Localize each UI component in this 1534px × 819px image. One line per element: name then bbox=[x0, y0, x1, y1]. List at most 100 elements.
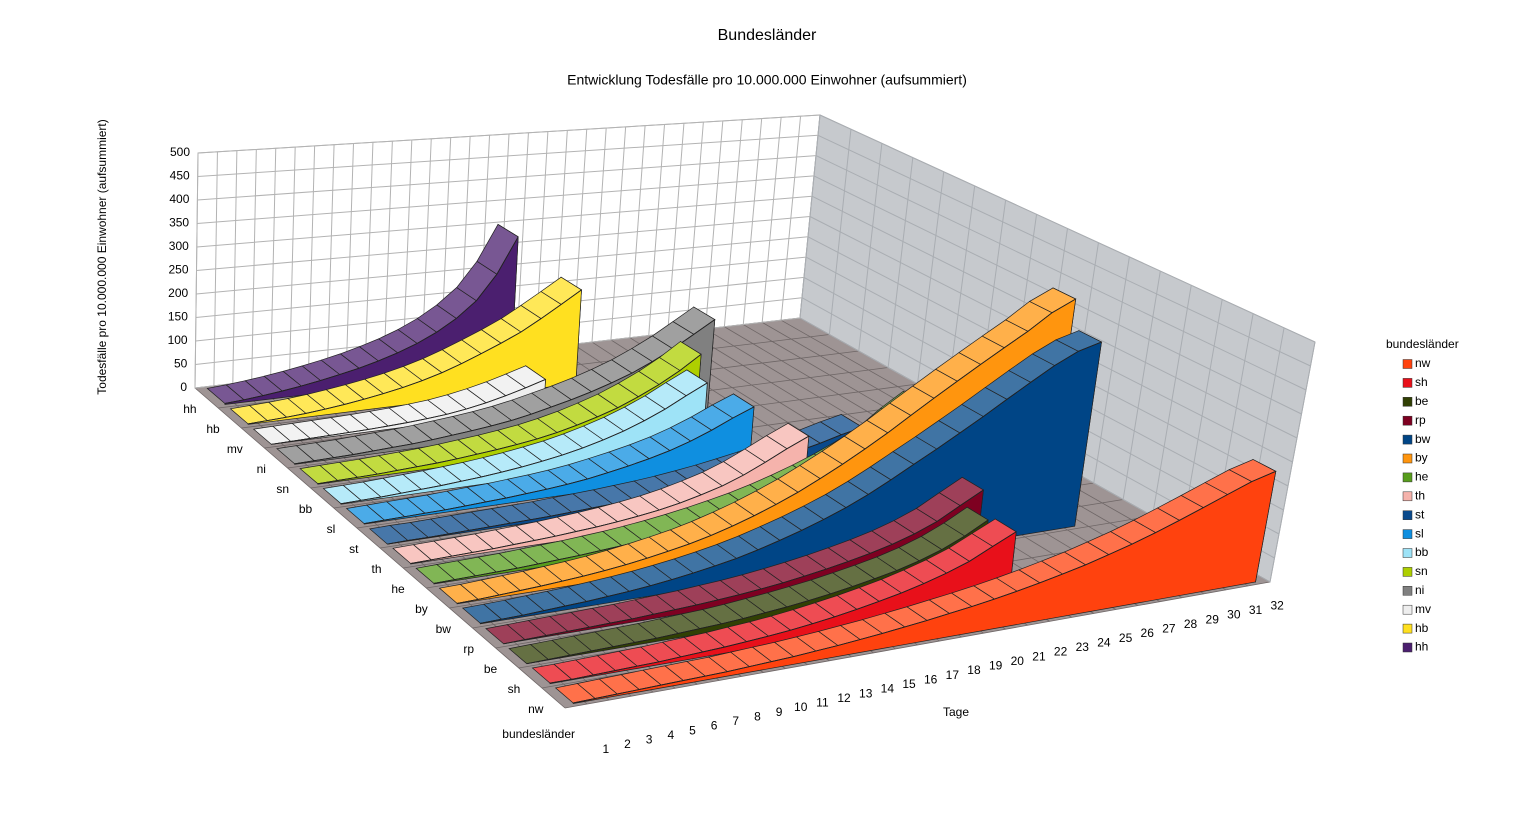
series-line bbox=[549, 531, 1017, 684]
x-tick-label: 32 bbox=[1270, 598, 1284, 612]
legend-label: bw bbox=[1415, 432, 1431, 446]
z-tick-label: sn bbox=[276, 482, 289, 496]
z-tick-label: mv bbox=[227, 442, 243, 456]
grid-line bbox=[197, 155, 817, 201]
legend-label: th bbox=[1415, 488, 1425, 502]
legend-label: sh bbox=[1415, 375, 1428, 389]
legend-swatch bbox=[1402, 604, 1413, 615]
z-axis-label: bundesländer bbox=[502, 727, 575, 741]
legend-label: hh bbox=[1415, 640, 1428, 654]
legend-label: st bbox=[1415, 507, 1425, 521]
grid-line bbox=[197, 134, 819, 177]
x-tick-label: 17 bbox=[946, 668, 960, 682]
plot bbox=[206, 223, 1277, 705]
x-tick-label: 12 bbox=[837, 691, 851, 705]
series-line bbox=[224, 236, 519, 404]
grid-line bbox=[197, 175, 815, 224]
y-tick-label: 250 bbox=[168, 263, 188, 277]
series-line bbox=[364, 406, 755, 525]
legend-label: he bbox=[1415, 470, 1429, 484]
legend-swatch bbox=[1402, 586, 1413, 596]
x-tick-label: 10 bbox=[794, 700, 808, 714]
x-tick-label: 24 bbox=[1097, 635, 1111, 649]
x-axis-label: Tage bbox=[943, 705, 969, 719]
chart-title: Bundesländer bbox=[718, 27, 817, 44]
x-tick-label: 11 bbox=[816, 696, 829, 710]
series-line bbox=[340, 382, 708, 505]
x-tick-label: 16 bbox=[924, 672, 938, 686]
grid-line bbox=[197, 114, 821, 154]
legend-title: bundesländer bbox=[1386, 337, 1459, 351]
x-tick-label: 29 bbox=[1206, 612, 1220, 626]
series-line bbox=[480, 341, 1102, 624]
y-tick-label: 300 bbox=[169, 239, 189, 253]
legend-label: mv bbox=[1415, 602, 1431, 616]
legend-swatch bbox=[1402, 529, 1413, 539]
x-tick-label: 2 bbox=[624, 737, 631, 751]
legend-label: by bbox=[1415, 451, 1428, 465]
legend-swatch bbox=[1402, 510, 1413, 520]
x-tick-label: 25 bbox=[1119, 631, 1133, 645]
labels: Bundesländer Entwicklung Todesfälle pro … bbox=[95, 27, 1459, 756]
legend-label: ni bbox=[1415, 583, 1424, 597]
z-tick-label: nw bbox=[528, 702, 544, 716]
y-tick-label: 450 bbox=[170, 169, 190, 183]
y-axis-label: Todesfälle pro 10.000.000 Einwohner (auf… bbox=[95, 119, 109, 394]
legend-label: hb bbox=[1415, 621, 1429, 635]
y-tick-label: 150 bbox=[168, 310, 188, 324]
legend-swatch bbox=[1402, 359, 1413, 369]
grid-line bbox=[817, 134, 1311, 367]
legend-swatch bbox=[1402, 453, 1413, 464]
z-tick-label: st bbox=[349, 542, 359, 556]
legend-swatch bbox=[1402, 548, 1413, 558]
series-line bbox=[573, 470, 1276, 704]
legend-swatch bbox=[1402, 642, 1413, 653]
x-tick-label: 13 bbox=[859, 686, 873, 700]
z-tick-label: be bbox=[484, 662, 498, 676]
legend-swatch bbox=[1402, 623, 1413, 634]
legend-label: bb bbox=[1415, 545, 1429, 559]
z-tick-label: bw bbox=[436, 622, 452, 636]
legend-label: sl bbox=[1415, 526, 1424, 540]
y-tick-label: 50 bbox=[174, 357, 188, 371]
series-line bbox=[248, 289, 582, 425]
x-tick-label: 20 bbox=[1011, 654, 1025, 668]
z-tick-label: th bbox=[372, 562, 382, 576]
x-tick-label: 30 bbox=[1227, 608, 1241, 622]
grid-line bbox=[196, 195, 813, 248]
series-line bbox=[294, 319, 716, 465]
y-tick-label: 100 bbox=[168, 333, 188, 347]
z-tick-label: hb bbox=[206, 422, 220, 436]
legend-swatch bbox=[1402, 434, 1413, 445]
x-tick-label: 5 bbox=[689, 723, 696, 737]
ribbon bbox=[345, 393, 755, 525]
y-tick-label: 400 bbox=[169, 192, 189, 206]
z-tick-label: ni bbox=[257, 462, 266, 476]
grid-line bbox=[815, 155, 1307, 391]
x-tick-label: 4 bbox=[667, 728, 674, 742]
y-tick-label: 200 bbox=[168, 286, 188, 300]
legend-swatch bbox=[1402, 397, 1413, 407]
x-tick-label: 21 bbox=[1032, 649, 1046, 663]
legend-label: nw bbox=[1415, 356, 1431, 370]
x-tick-label: 19 bbox=[989, 659, 1003, 673]
chart-subtitle: Entwicklung Todesfälle pro 10.000.000 Ei… bbox=[567, 72, 967, 88]
legend-swatch bbox=[1402, 472, 1413, 483]
x-tick-label: 7 bbox=[732, 714, 739, 728]
x-tick-label: 15 bbox=[902, 677, 916, 691]
z-tick-label: by bbox=[415, 602, 428, 616]
legend-label: be bbox=[1415, 394, 1429, 408]
floor-grid-line bbox=[564, 581, 1271, 709]
series-line bbox=[271, 378, 546, 445]
x-tick-label: 22 bbox=[1054, 645, 1068, 659]
x-tick-label: 27 bbox=[1162, 622, 1176, 636]
z-tick-label: sl bbox=[327, 522, 336, 536]
legend-swatch bbox=[1402, 567, 1413, 577]
x-tick-label: 3 bbox=[646, 733, 653, 747]
x-tick-label: 9 bbox=[776, 705, 783, 719]
series-line bbox=[317, 353, 702, 485]
grid-line bbox=[819, 114, 1316, 343]
legend-swatch bbox=[1402, 415, 1413, 426]
z-tick-label: hh bbox=[183, 402, 196, 416]
